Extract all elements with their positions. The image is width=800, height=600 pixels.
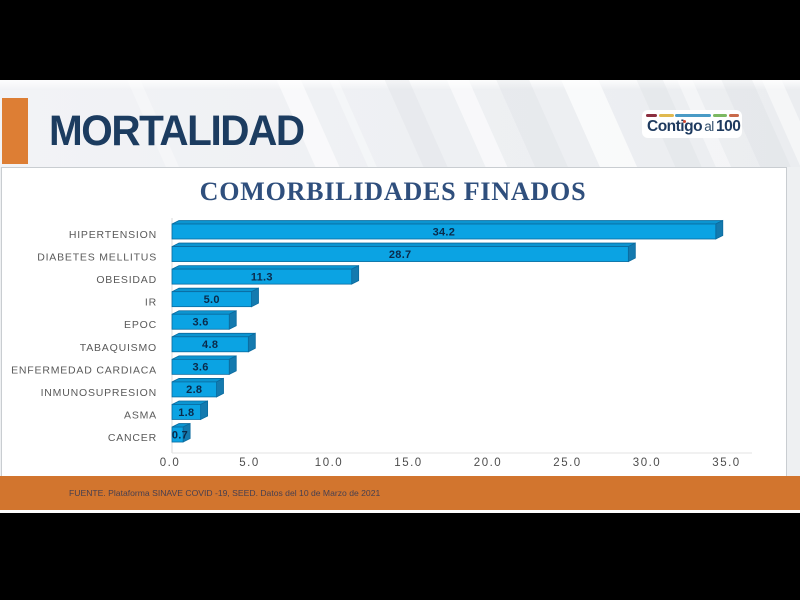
svg-text:3.6: 3.6 — [193, 317, 209, 329]
svg-text:INMUNOSUPRESION: INMUNOSUPRESION — [41, 387, 157, 399]
svg-text:DIABETES MELLITUS: DIABETES MELLITUS — [37, 252, 157, 264]
svg-text:4.8: 4.8 — [202, 339, 218, 351]
svg-text:ENFERMEDAD CARDIACA: ENFERMEDAD CARDIACA — [11, 364, 157, 376]
svg-text:25.0: 25.0 — [553, 457, 581, 469]
svg-text:0.7: 0.7 — [172, 429, 188, 441]
svg-text:2.8: 2.8 — [186, 384, 202, 396]
svg-text:OBESIDAD: OBESIDAD — [96, 274, 157, 286]
svg-text:34.2: 34.2 — [433, 226, 456, 238]
svg-text:5.0: 5.0 — [239, 457, 260, 469]
svg-text:CANCER: CANCER — [108, 432, 157, 444]
svg-text:TABAQUISMO: TABAQUISMO — [80, 342, 157, 354]
svg-text:EPOC: EPOC — [124, 319, 157, 331]
svg-text:3.6: 3.6 — [193, 362, 209, 374]
svg-text:30.0: 30.0 — [633, 457, 661, 469]
svg-text:35.0: 35.0 — [712, 457, 740, 469]
svg-text:11.3: 11.3 — [251, 271, 273, 283]
svg-text:1.8: 1.8 — [178, 407, 194, 419]
svg-text:0.0: 0.0 — [160, 457, 181, 469]
svg-text:20.0: 20.0 — [474, 457, 502, 469]
svg-text:28.7: 28.7 — [389, 249, 412, 261]
svg-text:5.0: 5.0 — [204, 294, 220, 306]
svg-text:HIPERTENSION: HIPERTENSION — [69, 229, 157, 241]
svg-text:15.0: 15.0 — [394, 457, 422, 469]
svg-text:COMORBILIDADES FINADOS: COMORBILIDADES FINADOS — [200, 177, 587, 206]
svg-text:10.0: 10.0 — [315, 457, 343, 469]
svg-text:IR: IR — [145, 297, 157, 309]
svg-text:ASMA: ASMA — [124, 409, 157, 421]
